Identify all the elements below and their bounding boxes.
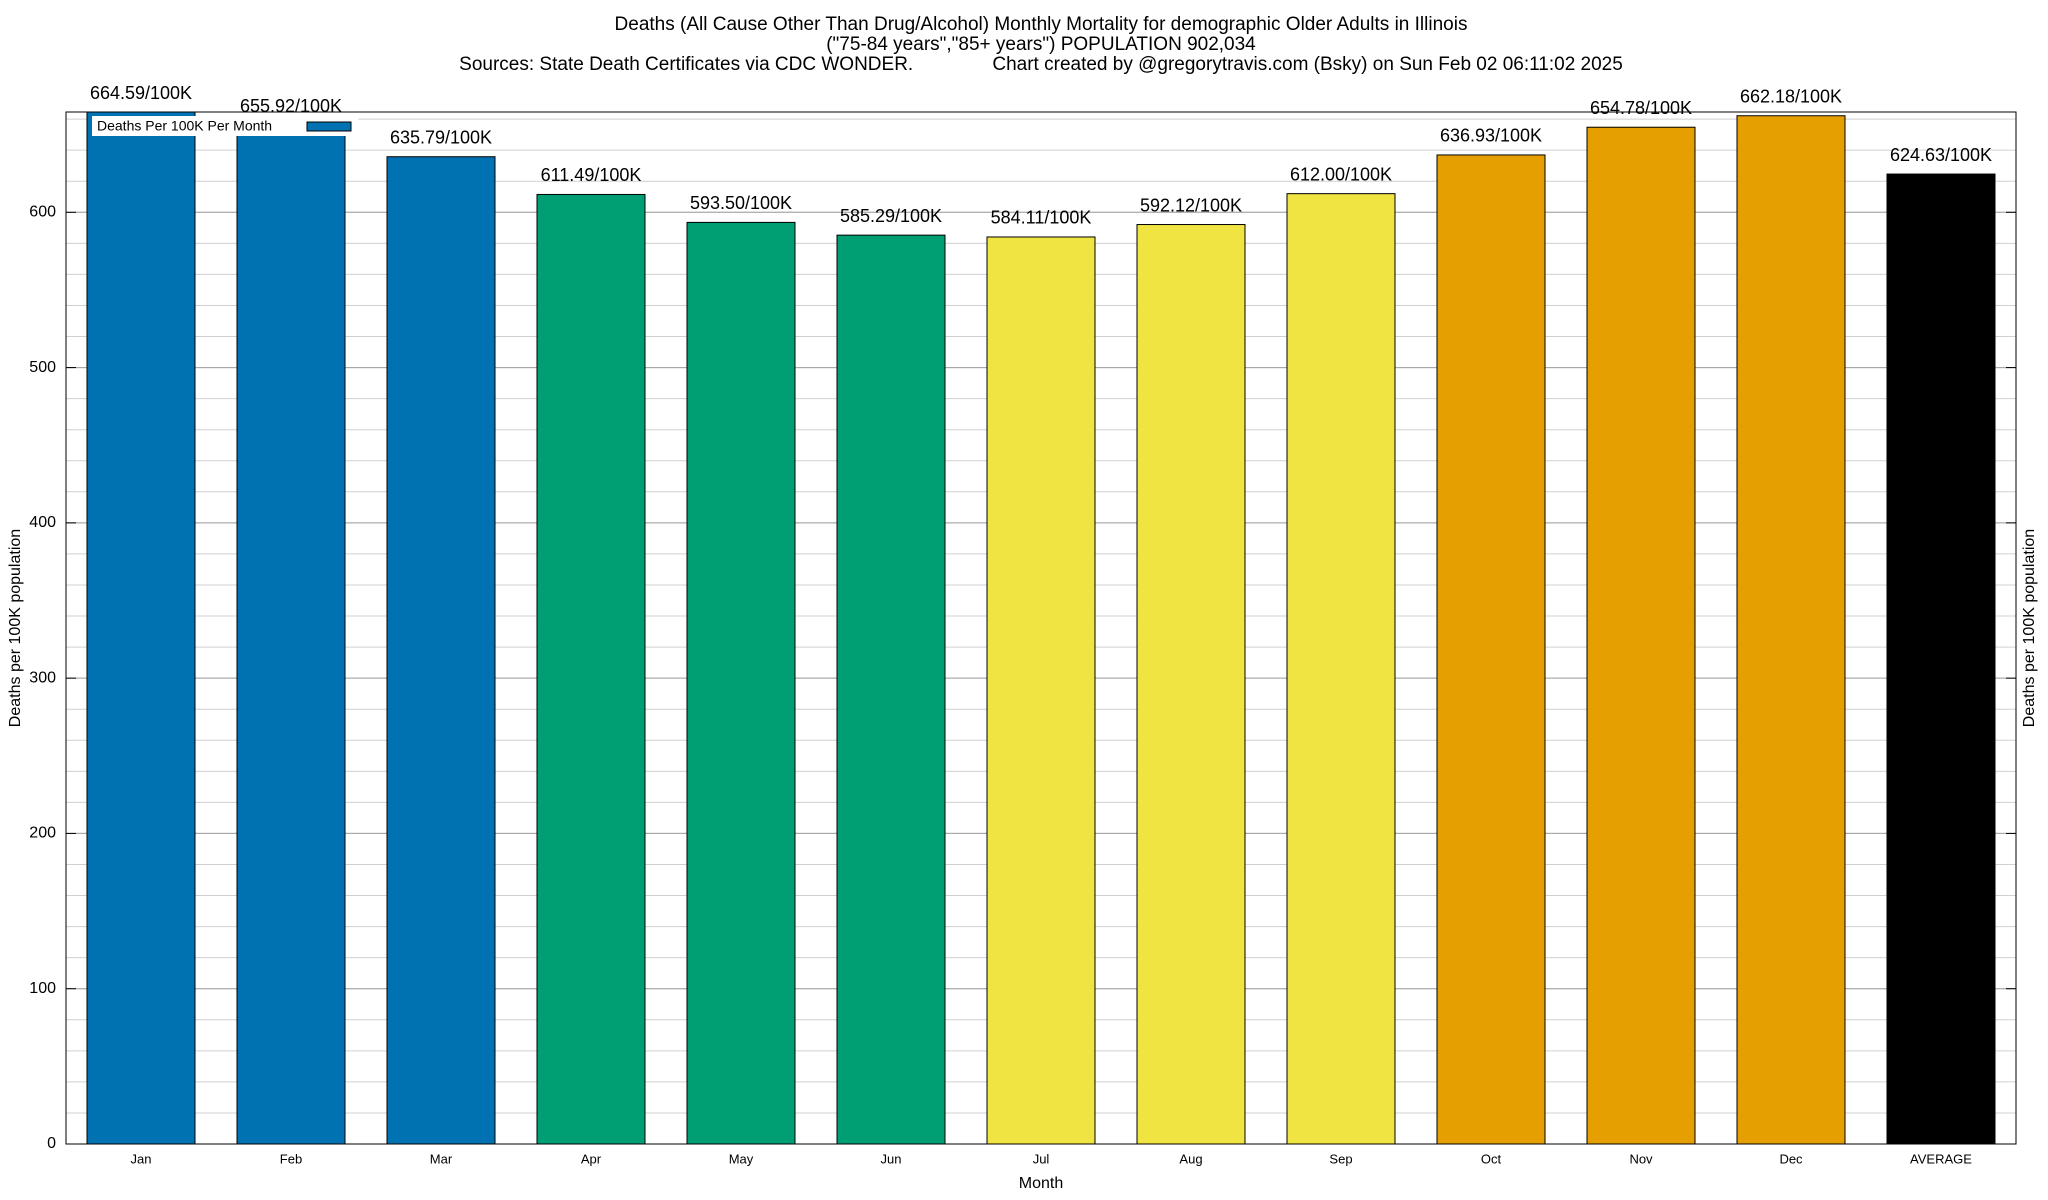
bar	[86, 111, 196, 1145]
chart-title: Deaths (All Cause Other Than Drug/Alcoho…	[615, 14, 1468, 35]
bar	[986, 236, 1096, 1145]
y-tick-label: 600	[29, 204, 56, 221]
x-tick-label: May	[729, 1151, 754, 1166]
y-tick-label: 200	[29, 825, 56, 842]
y-tick-label: 500	[29, 359, 56, 376]
legend-swatch	[306, 121, 352, 132]
value-label: 592.12/100K	[1140, 195, 1242, 215]
bar	[1436, 154, 1546, 1145]
value-label: 635.79/100K	[390, 127, 492, 147]
bar	[686, 221, 796, 1145]
x-tick-label: Nov	[1629, 1151, 1653, 1166]
x-tick-label: Mar	[430, 1151, 453, 1166]
x-tick-label: Apr	[581, 1151, 602, 1166]
bar	[1736, 115, 1846, 1145]
value-label: 611.49/100K	[541, 165, 642, 185]
bar	[236, 124, 346, 1145]
x-tick-label: Feb	[280, 1151, 302, 1166]
y-tick-label: 100	[29, 980, 56, 997]
value-label: 593.50/100K	[690, 193, 792, 213]
value-label: 636.93/100K	[1440, 126, 1542, 146]
value-label: 662.18/100K	[1740, 86, 1842, 106]
x-tick-label: Jul	[1033, 1151, 1050, 1166]
bar	[1886, 173, 1996, 1145]
x-tick-label: AVERAGE	[1910, 1151, 1972, 1166]
value-label: 624.63/100K	[1890, 145, 1992, 165]
chart-subtitle: ("75-84 years","85+ years") POPULATION 9…	[826, 34, 1256, 55]
bar	[536, 193, 646, 1145]
y-tick-label: 400	[29, 514, 56, 531]
bar	[1586, 126, 1696, 1145]
value-label: 664.59/100K	[90, 83, 192, 103]
bar	[1286, 193, 1396, 1145]
x-tick-label: Jan	[131, 1151, 152, 1166]
plot-frame	[65, 111, 2017, 1145]
x-tick-label: Dec	[1779, 1151, 1803, 1166]
value-label: 584.11/100K	[991, 208, 1092, 228]
value-label: 654.78/100K	[1590, 98, 1692, 118]
x-tick-label: Sep	[1329, 1151, 1352, 1166]
value-label: 612.00/100K	[1290, 164, 1392, 184]
bar	[386, 156, 496, 1145]
legend-box	[92, 116, 358, 136]
x-axis-label: Month	[1019, 1175, 1063, 1192]
x-tick-label: Aug	[1179, 1151, 1202, 1166]
y-tick-label: 0	[47, 1135, 56, 1152]
value-label: 585.29/100K	[840, 206, 942, 226]
x-tick-label: Oct	[1481, 1151, 1502, 1166]
legend-label: Deaths Per 100K Per Month	[97, 118, 272, 134]
value-label: 655.92/100K	[240, 96, 342, 116]
x-tick-label: Jun	[881, 1151, 902, 1166]
y-tick-label: 300	[29, 669, 56, 686]
bar	[836, 234, 946, 1145]
chart-source: Sources: State Death Certificates via CD…	[459, 54, 1623, 75]
y2-axis-label: Deaths per 100K population	[2021, 529, 2038, 727]
bar	[1136, 224, 1246, 1145]
y-axis-label: Deaths per 100K population	[7, 529, 24, 727]
